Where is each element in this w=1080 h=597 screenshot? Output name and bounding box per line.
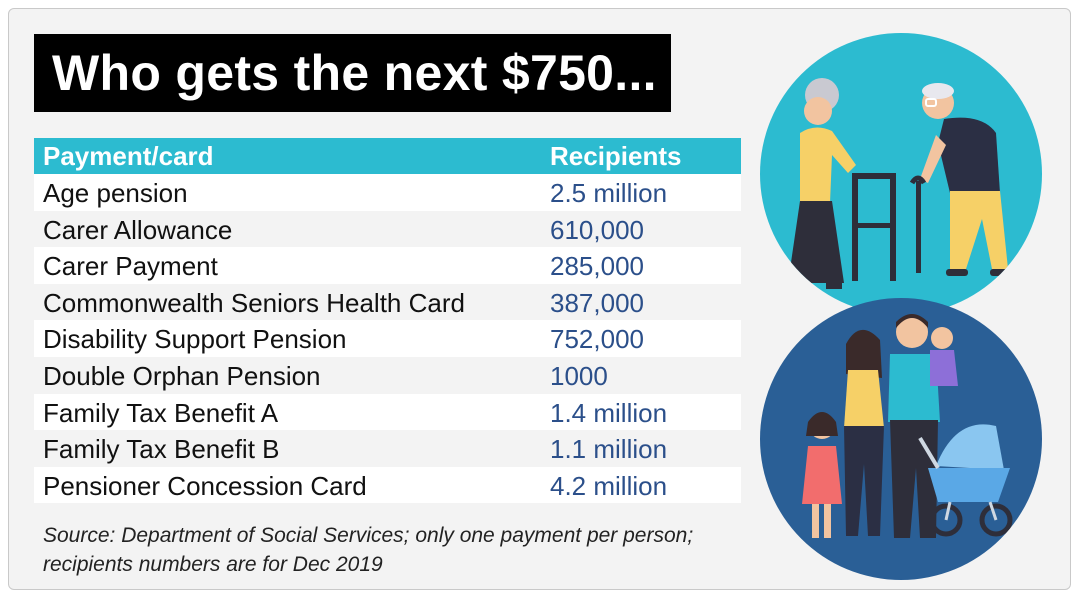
recipients-cell: 2.5 million <box>550 178 668 208</box>
header-recipients: Recipients <box>550 141 682 171</box>
payments-table: Payment/card Recipients Age pension 2.5 … <box>34 138 741 504</box>
source-line-2: recipients numbers are for Dec 2019 <box>43 553 383 576</box>
table-row: Disability Support Pension 752,000 <box>34 320 741 357</box>
recipients-cell: 1.4 million <box>550 397 668 428</box>
infographic-card: Who gets the next $750... Payment/card R… <box>8 8 1071 590</box>
payment-cell: Disability Support Pension <box>43 324 347 355</box>
table-header: Payment/card Recipients <box>34 138 741 174</box>
payment-cell: Family Tax Benefit A <box>43 397 279 428</box>
table-row: Family Tax Benefit B 1.1 million <box>34 430 741 467</box>
payment-cell: Carer Payment <box>43 251 218 282</box>
recipients-cell: 1.1 million <box>550 434 668 465</box>
header-payment: Payment/card <box>43 141 214 171</box>
recipients-cell: 1000 <box>550 360 608 391</box>
table-row: Pensioner Concession Card 4.2 million <box>34 466 741 504</box>
table-row: Family Tax Benefit A 1.4 million <box>34 393 741 431</box>
elderly-couple-illustration <box>760 33 1042 315</box>
recipients-cell: 610,000 <box>550 214 644 245</box>
table-row: Carer Allowance 610,000 <box>34 211 741 248</box>
title-banner: Who gets the next $750... <box>34 34 671 112</box>
family-illustration <box>760 298 1042 580</box>
elderly-couple-icon <box>788 78 1012 289</box>
recipients-cell: 285,000 <box>550 251 644 282</box>
source-note: Source: Department of Social Services; o… <box>43 521 763 579</box>
payment-cell: Age pension <box>43 178 188 208</box>
payment-cell: Carer Allowance <box>43 214 233 245</box>
payment-cell: Double Orphan Pension <box>43 360 321 391</box>
payment-cell: Commonwealth Seniors Health Card <box>43 287 465 318</box>
table-row: Double Orphan Pension 1000 <box>34 357 741 394</box>
recipients-cell: 752,000 <box>550 324 644 355</box>
recipients-cell: 387,000 <box>550 287 644 318</box>
payment-cell: Family Tax Benefit B <box>43 434 280 465</box>
table-row: Age pension 2.5 million <box>34 174 741 211</box>
payment-cell: Pensioner Concession Card <box>43 470 367 501</box>
family-icon <box>802 314 1013 538</box>
table-row: Commonwealth Seniors Health Card 387,000 <box>34 284 741 321</box>
page-title: Who gets the next $750... <box>52 45 657 101</box>
table-row: Carer Payment 285,000 <box>34 247 741 284</box>
recipients-cell: 4.2 million <box>550 470 668 501</box>
source-line-1: Source: Department of Social Services; o… <box>43 524 694 547</box>
